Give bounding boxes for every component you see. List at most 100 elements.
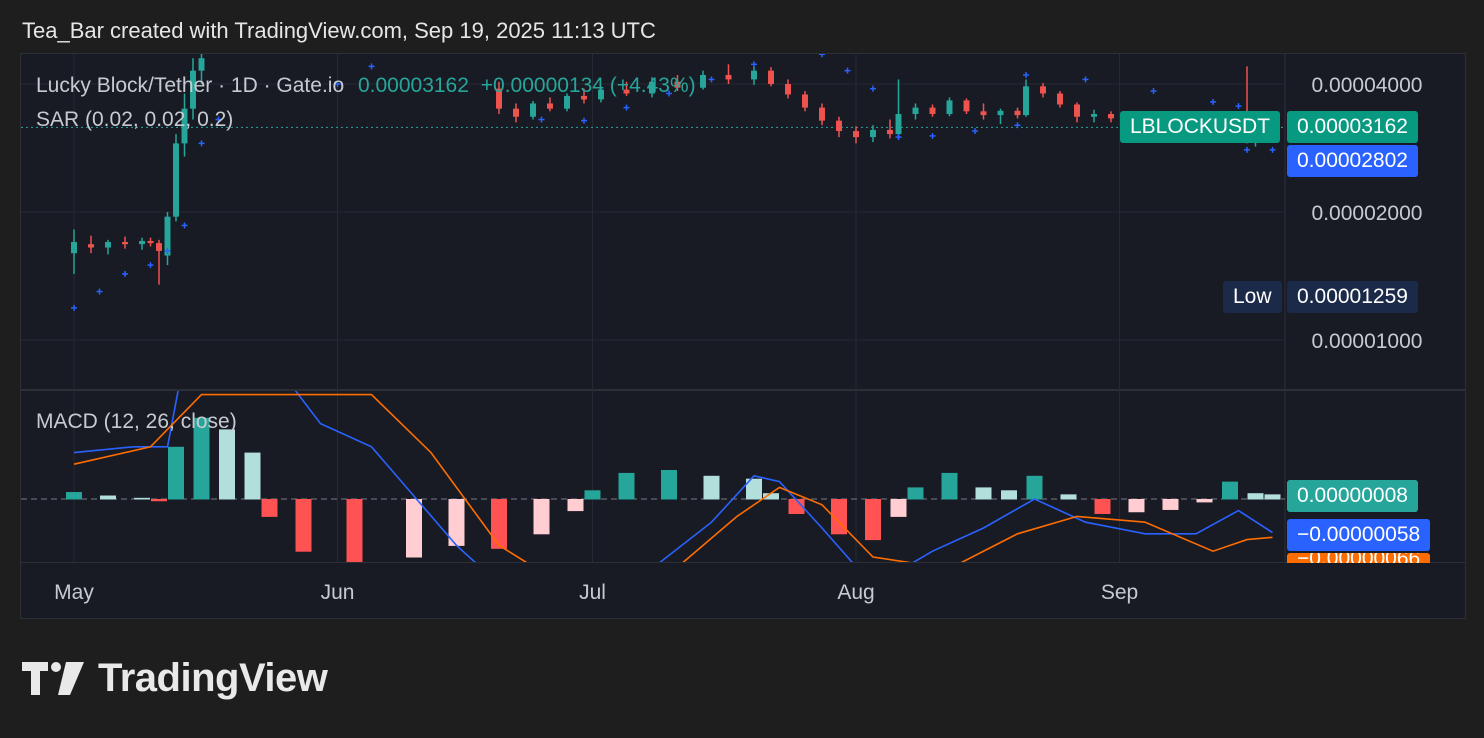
x-tick-label: Aug [837,581,874,604]
macd-histogram-bar [244,452,261,500]
candle-body [980,111,987,116]
macd-histogram-bar [533,499,550,535]
legend-macd[interactable]: MACD (12, 26, close) [36,410,237,433]
candle-body [530,103,536,117]
candle-body [1091,114,1097,117]
macd-signal-line [73,393,1273,562]
candle-body [751,70,757,80]
macd-histogram-bar [865,499,881,541]
candle-body [1057,93,1063,105]
tradingview-wordmark: TradingView [98,656,328,700]
candle-body [853,131,859,138]
candle-body [997,110,1004,116]
candle-body [156,243,162,251]
macd-histogram-bar [890,499,907,517]
legend-sar[interactable]: SAR (0.02, 0.02, 0.2) [36,108,234,131]
y-tick-label: 0.00002000 [1312,202,1423,225]
candle-body [623,89,630,94]
macd-histogram-bar [134,497,150,500]
macd-pane [21,391,1285,562]
candle-body [946,100,953,115]
macd-histogram-bar [491,499,507,549]
macd-line [73,391,1273,562]
candle-body [887,129,893,135]
tradingview-logo-icon [22,661,84,695]
candle-body [496,88,502,109]
candle-body [1074,104,1080,117]
candle-body [802,94,808,108]
candle-body [88,244,94,248]
macd-histogram-bar [100,495,116,500]
candle-body [870,129,876,138]
macd-histogram-bar [219,429,235,500]
macd-histogram-bar [448,499,465,546]
macd-histogram-bar [261,499,278,517]
x-tick-label: Jul [579,581,606,604]
x-tick-label: May [54,581,94,604]
candle-body [181,108,188,144]
low-value-tag: 0.00001259 [1287,281,1418,313]
macd-histogram-bar [66,492,82,500]
macd-histogram-bar [584,490,601,500]
legend-symbol: Lucky Block/Tether · 1D · Gate.io 0.0000… [36,74,696,98]
macd-histogram-bar [567,499,584,512]
candle-body [105,242,111,248]
macd-histogram-bar [346,499,363,562]
macd-histogram-bar [1247,493,1264,500]
macd-signal-tag-text: −0.00000066 [1297,553,1420,563]
candle-body [836,120,842,132]
candle-body [700,74,706,88]
candle-body [963,100,970,112]
macd-histogram-bar [1094,499,1111,514]
macd-histogram-bar [746,478,762,500]
candle-body [1040,86,1046,94]
macd-histogram-bar [907,487,924,500]
tradingview-logo[interactable]: TradingView [22,656,328,701]
candle-body [929,107,936,115]
candle-body [674,81,681,88]
candle-body [513,108,519,117]
candle-body [173,143,179,217]
candle-body [649,81,655,94]
y-tick-label: 0.00001000 [1312,330,1423,353]
sar-dots [71,54,1276,311]
candle-body [785,84,791,95]
macd-histogram-bar [1196,499,1213,503]
candle-body [819,107,825,121]
candle-body [164,216,171,256]
candle-body [147,240,154,244]
macd-histogram-bar [1162,499,1179,510]
legend-price: 0.00003162 [357,74,469,97]
macd-histogram-bar [295,499,312,552]
macd-histogram-bar [941,472,958,500]
chart-canvas[interactable]: May Jun Jul Aug Sep 0.00004000 0.00002000 0.000… [21,54,1465,618]
macd-histogram-bar [1264,494,1281,500]
macd-histogram-bar [193,417,210,500]
macd-histogram-bar [763,493,779,500]
candle-body [139,240,145,245]
low-label-tag: Low [1223,281,1282,313]
macd-signal-tag: −0.00000066 [1287,553,1431,563]
macd-histogram-bar [788,499,805,514]
x-tick-label: Jun [321,581,355,604]
candle-body [564,95,570,109]
macd-histogram-bar [975,487,992,500]
macd-histogram-bar [1001,490,1017,500]
legend-change: +0.00000134 (+4.43%) [480,74,696,97]
candle-body [71,242,77,254]
macd-histogram-bar [406,499,422,558]
candle-body [895,114,902,135]
candle-body [122,242,128,245]
sar-value-tag: 0.00002802 [1287,145,1418,177]
y-tick-label: 0.00004000 [1312,74,1423,97]
candle-body [190,70,196,109]
macd-histogram-bar [661,470,677,500]
legend-symbol-text: Lucky Block/Tether · 1D · Gate.io [36,74,345,97]
last-price-tag: 0.00003162 [1287,111,1418,143]
chart-caption: Tea_Bar created with TradingView.com, Se… [22,18,656,43]
macd-hist-tag: 0.00000008 [1287,480,1418,512]
candle-body [768,70,774,84]
candle-body [598,89,604,100]
chart-frame[interactable]: May Jun Jul Aug Sep 0.00004000 0.00002000 0.000… [20,53,1466,619]
candle-body [547,103,553,109]
